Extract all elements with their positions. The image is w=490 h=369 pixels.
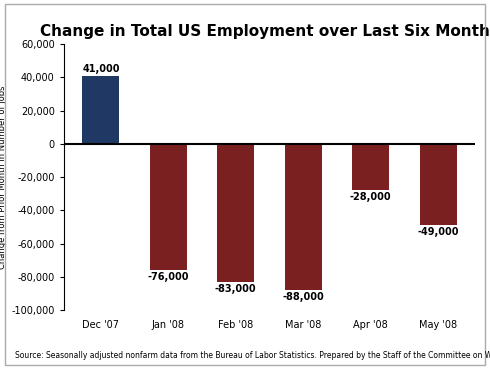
Text: -83,000: -83,000 — [215, 284, 257, 294]
Text: -76,000: -76,000 — [147, 272, 189, 282]
Text: Source: Seasonally adjusted nonfarm data from the Bureau of Labor Statistics. Pr: Source: Seasonally adjusted nonfarm data… — [15, 351, 490, 360]
Y-axis label: Change from Prior Month in Number of Jobs: Change from Prior Month in Number of Job… — [0, 85, 7, 269]
Text: -28,000: -28,000 — [350, 192, 392, 203]
Bar — [419, 144, 457, 225]
Title: Change in Total US Employment over Last Six Months: Change in Total US Employment over Last … — [40, 24, 490, 39]
Text: -88,000: -88,000 — [282, 292, 324, 302]
Bar — [352, 144, 389, 190]
Bar — [217, 144, 254, 282]
Bar — [285, 144, 322, 290]
Text: -49,000: -49,000 — [417, 227, 459, 237]
Text: 41,000: 41,000 — [82, 64, 120, 74]
Bar — [82, 76, 120, 144]
Bar — [150, 144, 187, 270]
